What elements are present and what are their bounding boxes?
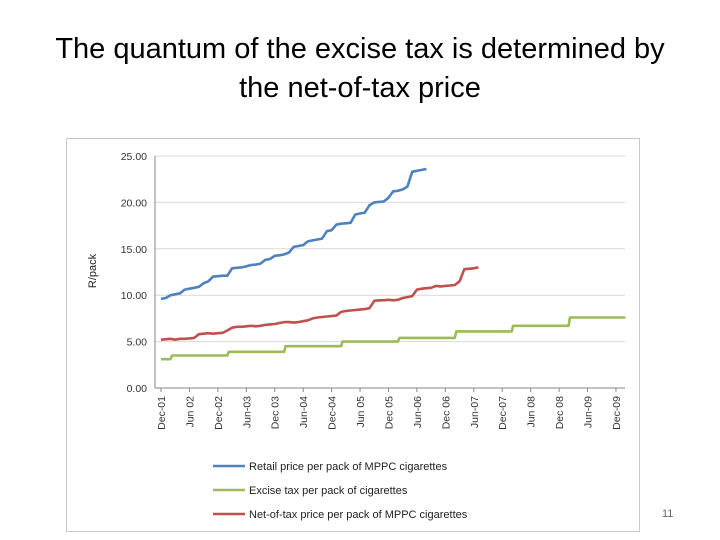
x-tick-label: Dec-09 xyxy=(611,396,623,430)
x-tick-label: Dec 06 xyxy=(440,396,452,429)
x-tick-label: Dec-02 xyxy=(213,396,225,430)
legend-label-2: Excise tax per pack of cigarettes xyxy=(249,485,408,497)
x-tick-label: Jun-09 xyxy=(583,396,595,428)
x-tick-label: Dec-01 xyxy=(156,396,168,430)
line-chart: 0.00 5.00 10.00 15.00 20.00 25.00 R/pack Dec-01… xyxy=(87,151,626,521)
legend-label-3: Net-of-tax price per pack of MPPC cigare… xyxy=(249,509,468,521)
series-line-3 xyxy=(160,266,479,341)
x-tick-label: Jun 05 xyxy=(355,396,367,428)
slide-title: The quantum of the excise tax is determi… xyxy=(20,30,700,108)
x-tick-label: Dec 05 xyxy=(383,396,395,429)
page-number: 11 xyxy=(662,508,674,520)
y-tick-label: 25.00 xyxy=(121,151,147,163)
series-line-1 xyxy=(160,167,427,301)
x-tick-label: Jun-07 xyxy=(469,396,481,428)
y-tick-label: 0.00 xyxy=(127,383,148,395)
slide-title-line-2: the net-of-tax price xyxy=(239,72,481,104)
x-tick-label: Jun 02 xyxy=(184,396,196,428)
x-tick-label: Jun-06 xyxy=(412,396,424,428)
x-tick-label: Dec 03 xyxy=(270,396,282,429)
x-tick-label: Jun-04 xyxy=(298,396,310,428)
series-line-2 xyxy=(161,316,626,361)
x-tick-label: Jun 08 xyxy=(526,396,538,428)
x-tick-label: Dec-07 xyxy=(497,396,509,430)
y-tick-label: 5.00 xyxy=(127,337,148,349)
x-tick-label: Dec-04 xyxy=(327,396,339,430)
y-tick-label: 15.00 xyxy=(121,244,147,256)
y-tick-label: 20.00 xyxy=(121,197,147,209)
y-tick-label: 10.00 xyxy=(121,290,147,302)
chart-frame: 0.00 5.00 10.00 15.00 20.00 25.00 R/pack Dec-01… xyxy=(66,138,640,532)
x-tick-label: Dec 08 xyxy=(554,396,566,429)
legend-label-1: Retail price per pack of MPPC cigarettes xyxy=(249,461,448,473)
x-tick-label: Jun-03 xyxy=(241,396,253,428)
slide-title-line-1: The quantum of the excise tax is determi… xyxy=(55,33,665,65)
y-axis-label: R/pack xyxy=(87,253,99,288)
